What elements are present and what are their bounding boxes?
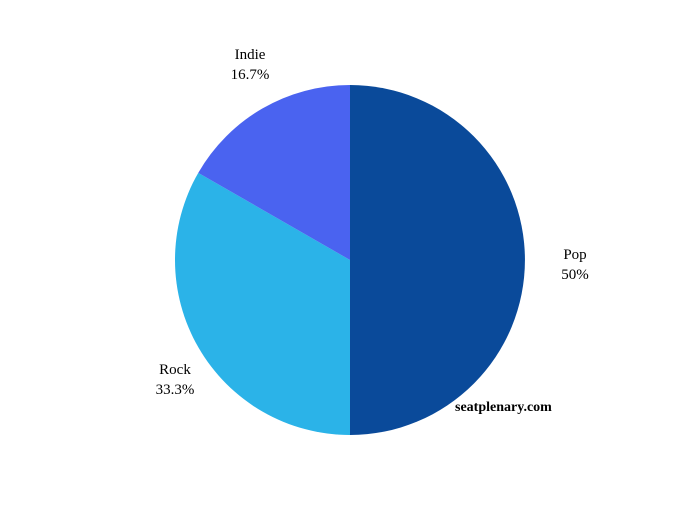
slice-label-pop-name: Pop bbox=[563, 247, 586, 263]
slice-label-indie-name: Indie bbox=[235, 47, 266, 63]
slice-label-rock-name: Rock bbox=[159, 362, 191, 378]
pie-chart bbox=[0, 0, 700, 500]
watermark-text: seatplenary.com bbox=[455, 400, 552, 416]
slice-label-pop-pct: 50% bbox=[561, 267, 589, 283]
slice-label-pop: Pop 50% bbox=[561, 245, 589, 286]
slice-label-rock-pct: 33.3% bbox=[156, 382, 195, 398]
pie-slice-pop bbox=[350, 85, 525, 435]
slice-label-indie-pct: 16.7% bbox=[231, 67, 270, 83]
slice-label-indie: Indie 16.7% bbox=[231, 45, 270, 86]
slice-label-rock: Rock 33.3% bbox=[156, 360, 195, 401]
pie-chart-container: Pop 50% Rock 33.3% Indie 16.7% seatplena… bbox=[0, 0, 700, 500]
